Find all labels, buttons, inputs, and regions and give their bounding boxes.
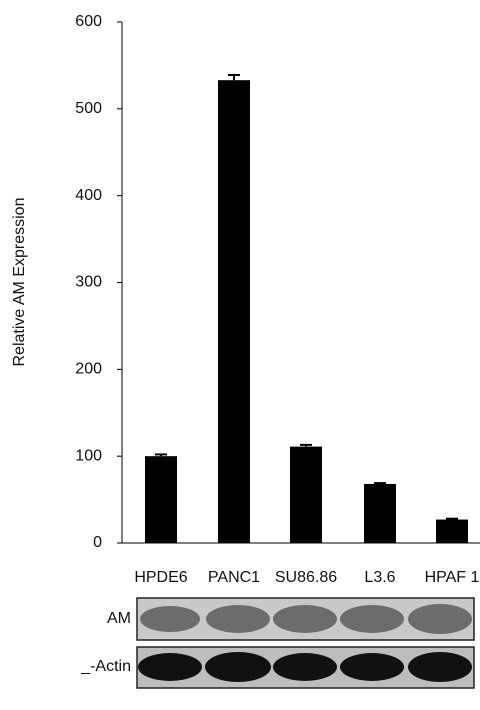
bar [218,80,250,543]
x-tick-label: HPDE6 [134,569,187,586]
blot: AM _-Actin [80,598,474,688]
y-axis-label: Relative AM Expression [11,198,28,367]
x-tick-label: L3.6 [364,569,395,586]
y-tick-label: 300 [75,274,102,291]
y-tick-label: 100 [75,447,102,464]
bar [290,447,322,543]
y-tick-label: 500 [75,100,102,117]
y-tick-label: 400 [75,187,102,204]
y-tick-label: 200 [75,361,102,378]
bar [145,456,177,543]
x-tick-label: SU86.86 [275,569,337,586]
figure: Relative AM Expression AM _-Actin 0 100 20… [0,0,480,710]
x-tick-label: PANC1 [208,569,260,586]
actin-bands [138,652,472,682]
bar [436,520,468,543]
blot-row-label: _-Actin [80,658,131,675]
y-tick-label: 600 [75,13,102,30]
bar [364,484,396,543]
blot-row-label: AM [107,610,131,627]
y-tick-label: 0 [93,534,102,551]
x-tick-label: HPAF 1 [425,569,480,586]
